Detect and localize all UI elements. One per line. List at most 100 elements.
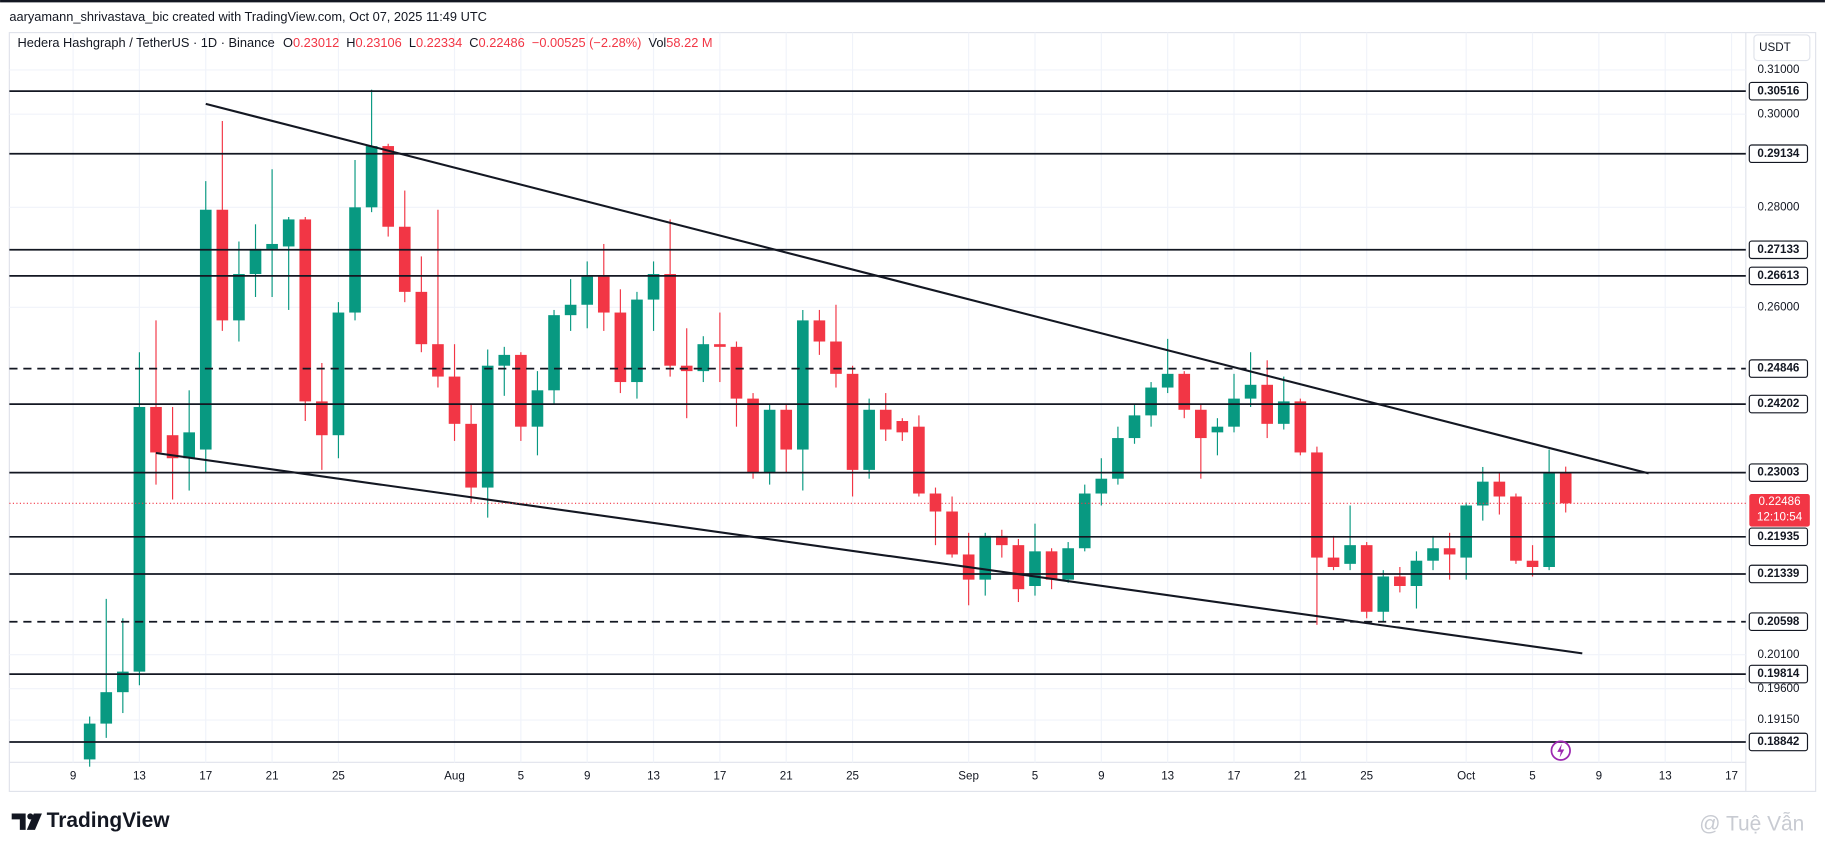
candle-body xyxy=(1012,545,1025,590)
level-label-box xyxy=(1748,81,1809,101)
watermark: @ Tuệ Vẫn xyxy=(1699,813,1804,836)
x-tick-label: 13 xyxy=(1161,769,1174,782)
candle-body xyxy=(1460,505,1473,558)
candle-body xyxy=(830,341,842,374)
candle-body xyxy=(747,398,759,473)
level-label-box xyxy=(1748,463,1809,482)
level-label-box xyxy=(1748,359,1809,378)
level-label-box xyxy=(1748,394,1809,414)
x-tick-label: 13 xyxy=(133,769,146,782)
logo-glyph xyxy=(11,813,26,830)
candle-body xyxy=(730,346,743,399)
candle-body xyxy=(714,344,726,347)
alert-bolt[interactable] xyxy=(1557,743,1565,758)
candle-body xyxy=(1493,481,1506,497)
x-tick-label: 13 xyxy=(1659,769,1672,782)
level-label: 0.20598 xyxy=(1757,615,1800,628)
candle-body xyxy=(199,209,212,450)
candle-body xyxy=(1195,409,1207,439)
candle-body xyxy=(233,274,245,321)
candle-body xyxy=(896,421,909,433)
symbol-title: Hedera Hashgraph / TetherUS · 1D · Binan… xyxy=(18,36,275,51)
candle-body xyxy=(1294,401,1307,453)
candle-body xyxy=(1277,401,1290,424)
candle-body xyxy=(183,432,195,459)
candle-body xyxy=(879,409,892,430)
candle-body xyxy=(448,376,461,424)
candle-body xyxy=(647,274,660,300)
trendline xyxy=(205,102,1649,475)
y-tick-label: 0.20100 xyxy=(1757,648,1800,661)
candle-body xyxy=(398,226,411,292)
candle-body xyxy=(100,692,113,724)
candle-body xyxy=(581,276,594,305)
level-label: 0.23003 xyxy=(1757,466,1800,479)
logo-glyph xyxy=(26,813,42,830)
candle-body xyxy=(349,207,361,313)
candle-body xyxy=(465,423,477,488)
candle-body xyxy=(382,146,395,227)
candle-body xyxy=(564,304,577,316)
currency-box[interactable] xyxy=(1753,34,1811,62)
x-tick-label: 17 xyxy=(199,769,212,782)
x-tick-label: 17 xyxy=(713,769,726,782)
candle-body xyxy=(780,409,793,450)
level-label: 0.24846 xyxy=(1757,362,1800,375)
y-tick-label: 0.30000 xyxy=(1757,107,1800,120)
ohlc-value: 0.22486 xyxy=(479,36,525,51)
level-label-box xyxy=(1748,732,1809,752)
y-tick-label: 0.19150 xyxy=(1757,713,1800,726)
y-tick-label: 0.26000 xyxy=(1757,300,1800,313)
candle-body xyxy=(1244,384,1257,399)
x-tick-label: 17 xyxy=(1725,769,1738,782)
x-tick-label: 9 xyxy=(1098,769,1104,782)
candle-body xyxy=(531,390,544,427)
candle-body xyxy=(796,320,809,450)
x-tick-label: 21 xyxy=(266,769,279,782)
caption: aaryamann_shrivastava_bic created with T… xyxy=(9,9,487,24)
x-tick-label: 9 xyxy=(1596,769,1602,782)
candle-body xyxy=(1443,548,1456,555)
candle-body xyxy=(415,291,428,345)
alert-ring[interactable] xyxy=(1550,740,1571,761)
ohlc-value: 0.23012 xyxy=(293,36,339,51)
candle-body xyxy=(1128,415,1141,439)
candle-body xyxy=(498,354,511,366)
candle-body xyxy=(979,535,992,580)
x-tick-label: 21 xyxy=(1294,769,1307,782)
candle-body xyxy=(846,373,859,470)
level-label: 0.24202 xyxy=(1757,397,1799,410)
candle-body xyxy=(929,493,942,512)
ohlc-value: 0.22334 xyxy=(416,36,462,51)
candle-body xyxy=(631,299,643,383)
x-tick-label: 9 xyxy=(584,769,590,782)
candle-body xyxy=(1311,452,1323,558)
x-tick-label: 13 xyxy=(647,769,660,782)
level-label: 0.21339 xyxy=(1757,567,1800,580)
candle-body xyxy=(150,406,162,453)
candle-body xyxy=(515,354,527,427)
candle-body xyxy=(249,248,262,275)
candle-body xyxy=(1344,545,1356,564)
candle-body xyxy=(614,312,627,383)
level-label: 0.29134 xyxy=(1757,147,1800,160)
candle-body xyxy=(133,406,146,672)
level-label-box xyxy=(1748,664,1809,684)
x-tick-label: Aug xyxy=(444,769,465,782)
x-tick-label: 5 xyxy=(518,769,524,782)
candle-body xyxy=(316,401,328,436)
candle-body xyxy=(1211,426,1224,433)
y-tick-label: 0.28000 xyxy=(1757,200,1800,213)
x-tick-label: 5 xyxy=(1032,769,1038,782)
level-label: 0.21935 xyxy=(1757,530,1800,543)
candle-body xyxy=(946,511,958,555)
change: −0.00525 (−2.28%) xyxy=(532,36,642,51)
candle-body xyxy=(299,219,312,402)
brand: TradingView xyxy=(47,809,171,832)
level-label-box xyxy=(1748,240,1809,260)
ohlc-key: C xyxy=(469,36,478,51)
currency[interactable]: USDT xyxy=(1759,41,1791,54)
alert-icon[interactable] xyxy=(1550,740,1571,761)
candle-body xyxy=(166,435,179,459)
candle-body xyxy=(1510,496,1522,561)
